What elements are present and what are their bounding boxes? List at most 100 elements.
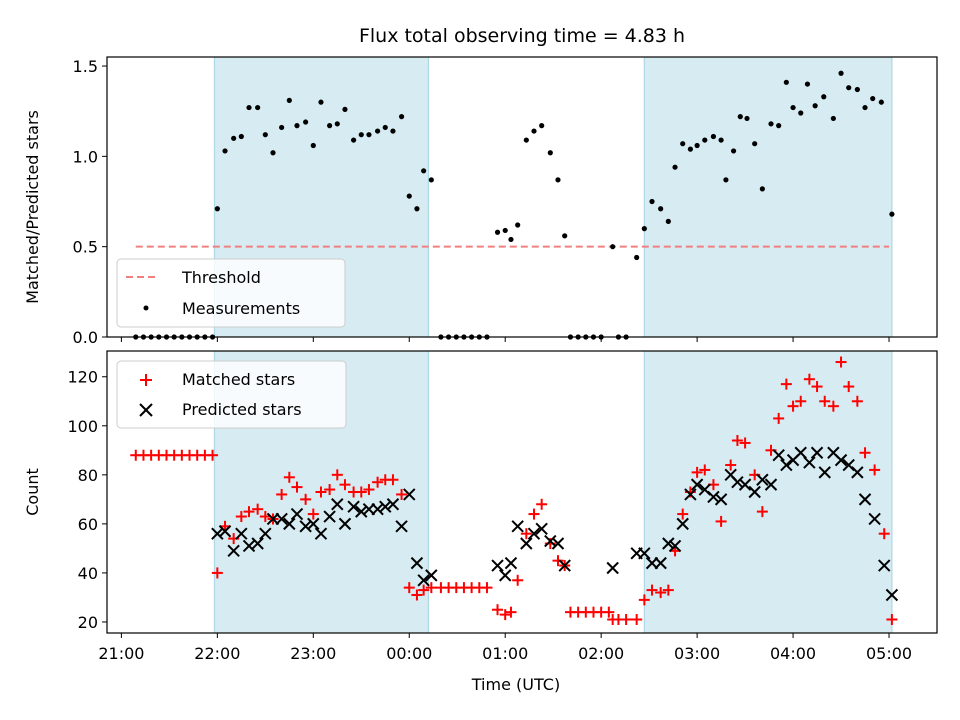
bottom-x-tick-label: 23:00 — [290, 644, 336, 663]
bottom-x-tick-label: 22:00 — [194, 644, 240, 663]
matched-star-marker — [512, 574, 524, 586]
measurement-point — [238, 133, 244, 140]
matched-star-marker — [886, 614, 898, 626]
predicted-star-marker — [425, 569, 438, 582]
matched-star-marker — [715, 515, 727, 527]
measurement-point — [342, 106, 348, 112]
predicted-star-marker — [386, 498, 400, 511]
measurement-point — [768, 121, 774, 127]
predicted-star-marker — [707, 490, 720, 504]
matched-star-marker — [819, 395, 831, 407]
predicted-star-marker — [748, 485, 761, 499]
predicted-star-marker — [499, 569, 512, 582]
legend-measurements-label: Measurements — [182, 299, 300, 318]
measurement-point — [783, 79, 789, 85]
bottom-x-tick-label: 21:00 — [98, 644, 144, 663]
predicted-star-marker — [606, 561, 619, 575]
top-y-axis-label: Matched/Predicted stars — [23, 110, 42, 304]
measurement-point — [334, 121, 340, 127]
predicted-star-marker — [379, 500, 392, 513]
matched-star-marker — [725, 459, 737, 471]
measurement-point — [752, 141, 758, 147]
bottom-legend: Matched stars Predicted stars — [116, 360, 347, 429]
matched-star-marker — [731, 435, 743, 447]
predicted-star-marker — [307, 517, 320, 531]
predicted-star-marker — [511, 520, 524, 533]
matched-star-marker — [603, 606, 615, 618]
measurement-point — [562, 233, 568, 239]
matched-star-marker — [739, 437, 751, 449]
measurement-point — [262, 132, 268, 138]
predicted-star-marker — [504, 556, 518, 570]
measurement-point — [303, 119, 309, 125]
predicted-star-marker — [338, 517, 352, 531]
matched-star-marker — [411, 589, 423, 601]
matched-star-marker — [403, 582, 415, 594]
predicted-star-marker — [242, 539, 256, 553]
predicted-star-marker — [738, 478, 752, 491]
matched-star-marker — [827, 400, 839, 412]
measurement-point — [366, 132, 372, 138]
bottom-x-tick-label: 01:00 — [482, 644, 528, 663]
predicted-star-marker — [810, 446, 824, 459]
matched-star-marker — [363, 484, 375, 496]
predicted-star-marker — [410, 556, 424, 570]
predicted-star-marker — [794, 446, 807, 459]
matched-star-marker — [387, 474, 399, 486]
shaded-interval — [644, 351, 892, 633]
measurement-point — [790, 104, 796, 111]
predicted-star-marker — [731, 475, 744, 489]
matched-star-marker — [396, 488, 408, 500]
bottom-x-tick-label: 02:00 — [578, 644, 624, 663]
bottom-y-axis-label: Count — [23, 468, 42, 516]
top-y-tick-label: 0.5 — [73, 238, 98, 257]
bottom-y-tick-label: 120 — [67, 368, 98, 387]
matched-star-marker — [655, 587, 667, 599]
matched-star-marker — [307, 508, 319, 520]
predicted-star-marker — [684, 488, 697, 501]
top-axes-frame — [106, 56, 938, 338]
matched-star-marker — [843, 381, 855, 393]
measurement-point — [846, 85, 852, 91]
measurement-point — [610, 244, 616, 250]
measurement-point — [428, 177, 434, 183]
measurement-point — [406, 193, 412, 199]
predicted-star-marker — [858, 493, 872, 506]
predicted-star-marker — [851, 466, 864, 479]
measurement-point — [270, 150, 276, 156]
measurement-point — [318, 99, 324, 105]
predicted-star-marker — [803, 456, 816, 469]
predicted-star-marker — [558, 559, 571, 572]
matched-star-marker — [252, 503, 264, 515]
predicted-star-marker — [638, 547, 651, 560]
predicted-star-marker — [251, 537, 264, 550]
matched-star-marker — [638, 594, 650, 606]
predicted-star-marker — [371, 502, 384, 516]
predicted-star-marker — [662, 537, 675, 550]
measurement-point — [255, 104, 261, 111]
measurement-point — [286, 97, 292, 103]
bottom-y-tick-label: 20 — [78, 613, 98, 632]
bottom-y-tick-label: 60 — [78, 515, 98, 534]
measurement-point — [854, 86, 860, 93]
predicted-star-marker — [491, 559, 504, 572]
measurement-point — [710, 133, 717, 140]
measurement-point — [382, 124, 388, 131]
legend-predicted-label: Predicted stars — [182, 400, 302, 419]
predicted-star-marker — [527, 527, 541, 540]
top-axes: 0.0 0.5 1.0 1.5 Matched/Predicted stars Thr… — [23, 56, 938, 347]
measurement-point — [862, 104, 868, 111]
predicted-star-marker — [714, 493, 728, 506]
bottom-legend-box — [116, 360, 347, 429]
matched-star-marker — [756, 506, 768, 518]
predicted-star-marker — [283, 517, 296, 531]
measurement-point — [694, 142, 700, 149]
matched-star-marker — [418, 584, 430, 596]
measurement-point — [776, 123, 782, 129]
predicted-star-marker — [355, 505, 368, 518]
bottom-x-tick-label: 00:00 — [386, 644, 432, 663]
matched-star-marker — [339, 479, 351, 491]
bottom-x-tick-label: 05:00 — [866, 644, 912, 663]
legend-matched-label: Matched stars — [182, 370, 295, 389]
